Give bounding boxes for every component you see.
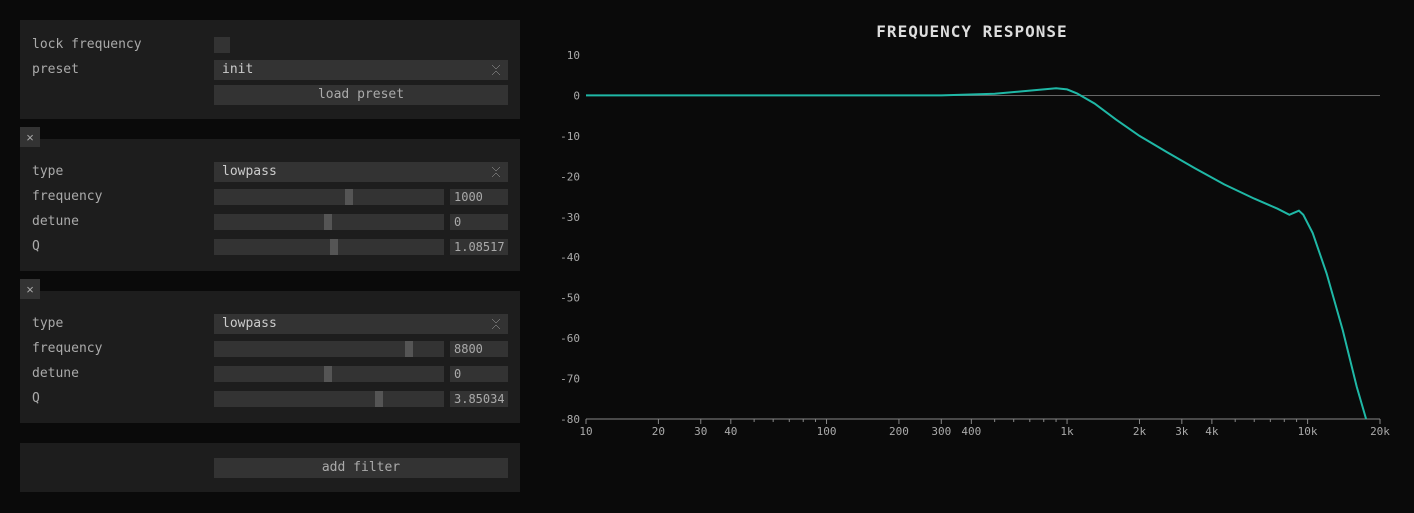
- lock-frequency-label: lock frequency: [32, 37, 214, 52]
- filter-q-slider[interactable]: [214, 239, 444, 255]
- filter-detune-slider[interactable]: [214, 366, 444, 382]
- filter-q-value[interactable]: [450, 391, 508, 407]
- svg-text:-50: -50: [560, 292, 580, 305]
- svg-text:200: 200: [889, 425, 909, 438]
- filter-q-label: Q: [32, 239, 214, 254]
- filter-detune-label: detune: [32, 366, 214, 381]
- preset-label: preset: [32, 62, 214, 77]
- filter-panel: × type lowpass frequency detune Q: [20, 139, 520, 271]
- filter-detune-value[interactable]: [450, 214, 508, 230]
- preset-select[interactable]: init: [214, 60, 508, 80]
- filter-q-slider[interactable]: [214, 391, 444, 407]
- svg-text:-30: -30: [560, 211, 580, 224]
- svg-text:20k: 20k: [1370, 425, 1390, 438]
- filter-frequency-label: frequency: [32, 189, 214, 204]
- svg-text:3k: 3k: [1175, 425, 1189, 438]
- filter-q-value[interactable]: [450, 239, 508, 255]
- filter-detune-label: detune: [32, 214, 214, 229]
- lock-frequency-checkbox[interactable]: [214, 37, 230, 53]
- svg-text:40: 40: [724, 425, 737, 438]
- add-filter-button[interactable]: add filter: [214, 458, 508, 478]
- app-root: lock frequency preset init: [0, 0, 1414, 513]
- filter-frequency-value[interactable]: [450, 341, 508, 357]
- remove-filter-button[interactable]: ×: [20, 279, 40, 299]
- svg-text:10: 10: [579, 425, 592, 438]
- filter-frequency-label: frequency: [32, 341, 214, 356]
- svg-text:300: 300: [931, 425, 951, 438]
- frequency-response-chart: 100-10-20-30-40-50-60-70-801020304010020…: [550, 45, 1394, 493]
- filter-type-select[interactable]: lowpass: [214, 314, 508, 334]
- filter-panel: × type lowpass frequency detune Q: [20, 291, 520, 423]
- svg-text:-60: -60: [560, 332, 580, 345]
- svg-text:30: 30: [694, 425, 707, 438]
- add-filter-panel: add filter: [20, 443, 520, 492]
- filter-detune-value[interactable]: [450, 366, 508, 382]
- svg-text:-10: -10: [560, 130, 580, 143]
- filter-type-select[interactable]: lowpass: [214, 162, 508, 182]
- svg-text:0: 0: [573, 89, 580, 102]
- svg-text:20: 20: [652, 425, 665, 438]
- load-preset-button[interactable]: load preset: [214, 85, 508, 105]
- svg-text:-40: -40: [560, 251, 580, 264]
- chart-title: FREQUENCY RESPONSE: [550, 22, 1394, 41]
- chart-column: FREQUENCY RESPONSE 100-10-20-30-40-50-60…: [550, 20, 1394, 493]
- settings-panel: lock frequency preset init: [20, 20, 520, 119]
- filter-type-label: type: [32, 316, 214, 331]
- svg-text:-80: -80: [560, 413, 580, 426]
- filter-q-label: Q: [32, 391, 214, 406]
- svg-text:4k: 4k: [1205, 425, 1219, 438]
- filter-frequency-value[interactable]: [450, 189, 508, 205]
- filter-type-label: type: [32, 164, 214, 179]
- svg-text:2k: 2k: [1133, 425, 1147, 438]
- svg-text:10k: 10k: [1298, 425, 1318, 438]
- svg-text:100: 100: [817, 425, 837, 438]
- controls-column: lock frequency preset init: [20, 20, 520, 493]
- filter-frequency-slider[interactable]: [214, 189, 444, 205]
- svg-text:400: 400: [961, 425, 981, 438]
- svg-text:-70: -70: [560, 373, 580, 386]
- svg-text:1k: 1k: [1060, 425, 1074, 438]
- filter-detune-slider[interactable]: [214, 214, 444, 230]
- remove-filter-button[interactable]: ×: [20, 127, 40, 147]
- svg-text:-20: -20: [560, 170, 580, 183]
- filter-frequency-slider[interactable]: [214, 341, 444, 357]
- svg-text:10: 10: [567, 49, 580, 62]
